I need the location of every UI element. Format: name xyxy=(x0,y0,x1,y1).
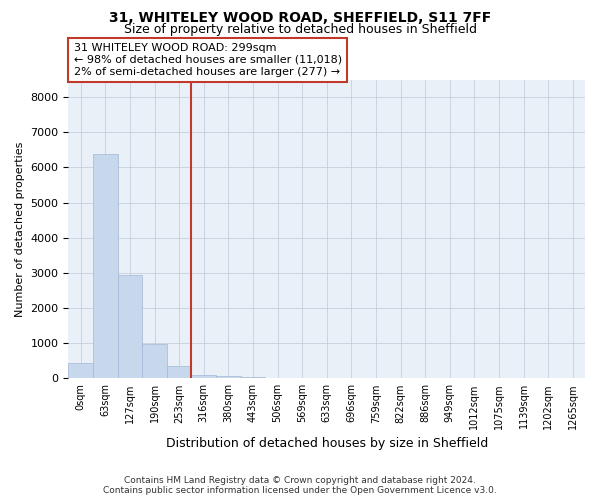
Y-axis label: Number of detached properties: Number of detached properties xyxy=(15,141,25,316)
Bar xyxy=(142,344,167,378)
Bar xyxy=(118,274,142,378)
X-axis label: Distribution of detached houses by size in Sheffield: Distribution of detached houses by size … xyxy=(166,437,488,450)
Bar xyxy=(68,363,93,378)
Text: 31, WHITELEY WOOD ROAD, SHEFFIELD, S11 7FF: 31, WHITELEY WOOD ROAD, SHEFFIELD, S11 7… xyxy=(109,11,491,25)
Text: Size of property relative to detached houses in Sheffield: Size of property relative to detached ho… xyxy=(124,22,476,36)
Bar xyxy=(216,376,241,378)
Text: Contains HM Land Registry data © Crown copyright and database right 2024.
Contai: Contains HM Land Registry data © Crown c… xyxy=(103,476,497,495)
Text: 31 WHITELEY WOOD ROAD: 299sqm
← 98% of detached houses are smaller (11,018)
2% o: 31 WHITELEY WOOD ROAD: 299sqm ← 98% of d… xyxy=(74,44,341,76)
Bar xyxy=(191,375,216,378)
Bar xyxy=(167,366,191,378)
Bar xyxy=(93,154,118,378)
